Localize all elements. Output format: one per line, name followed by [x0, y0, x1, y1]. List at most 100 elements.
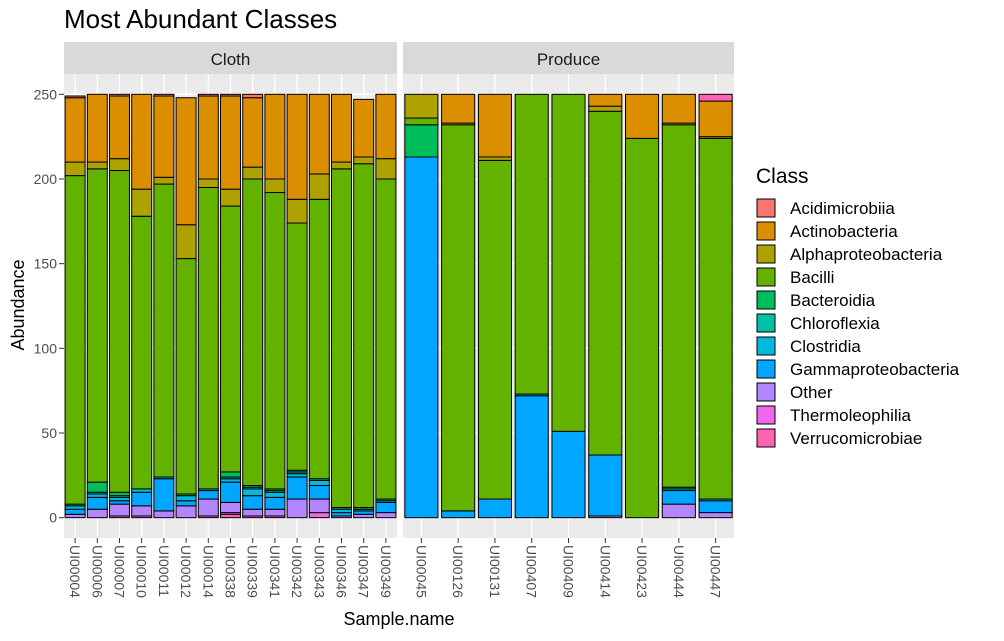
bar-segment-actinobacteria [698, 100, 733, 138]
bar-segment-clostridia [64, 505, 86, 510]
bar-segment-other [153, 510, 175, 519]
legend-key-chloroflexia [756, 313, 776, 333]
bar-segment-bacilli [375, 178, 397, 500]
bar-segment-gammaproteobacteria [375, 501, 397, 514]
bar-segment-bacilli [286, 222, 308, 471]
bar-segment-bacilli [242, 178, 264, 487]
bar-segment-alphaproteobacteria [64, 161, 86, 177]
legend-label: Acidimicrobiia [790, 199, 895, 218]
bar-segment-gammaproteobacteria [308, 485, 330, 500]
x-tick-label: UI00007 [112, 545, 128, 598]
bar-segment-gammaproteobacteria [404, 156, 439, 519]
x-tick-label: UI00343 [311, 545, 327, 598]
legend-key-verrucomicrobiae [756, 428, 776, 448]
bar-segment-alphaproteobacteria [404, 93, 439, 119]
bar-segment-alphaproteobacteria [286, 198, 308, 224]
bar-segment-bacilli [551, 93, 586, 432]
bar-segment-gammaproteobacteria [588, 454, 623, 517]
y-tick-label: 100 [34, 340, 58, 356]
legend-label: Other [790, 383, 833, 402]
bar-segment-actinobacteria [286, 93, 308, 200]
bar-segment-gammaproteobacteria [242, 495, 264, 510]
bar-segment-gammaproteobacteria [175, 500, 197, 507]
bar-segment-bacilli [441, 124, 476, 512]
bar-segment-other [264, 508, 286, 517]
bar-segment-bacilli [353, 163, 375, 509]
x-tick-label: UI00012 [178, 545, 194, 598]
bar-segment-other [131, 505, 153, 517]
bar-segment-gammaproteobacteria [264, 496, 286, 510]
bar-segment-bacilli [264, 192, 286, 490]
bar-segment-actinobacteria [477, 93, 512, 158]
x-tick-label: UI00341 [267, 545, 283, 598]
x-tick-label: UI00131 [487, 545, 503, 598]
bar-segment-bacilli [131, 215, 153, 490]
x-tick-label: UI00010 [134, 545, 150, 598]
y-axis-label: Abundance [8, 259, 28, 350]
bar-segment-bacilli [661, 124, 696, 488]
bar-segment-other [698, 512, 733, 519]
bar-segment-alphaproteobacteria [153, 176, 175, 185]
x-tick-label: UI00347 [356, 545, 372, 598]
bar-segment-other [175, 505, 197, 519]
bar-segment-other [109, 503, 130, 517]
bar-segment-alphaproteobacteria [109, 158, 130, 172]
bar-segment-actinobacteria [86, 93, 108, 163]
bar-segment-alphaproteobacteria [375, 158, 397, 180]
bar-segment-bacteroidia [86, 481, 108, 493]
bar-segment-bacteroidia [109, 491, 130, 497]
bar-segment-acidimicrobiia [197, 93, 219, 97]
bar-segment-clostridia [308, 479, 330, 487]
bar-segment-gammaproteobacteria [64, 508, 86, 515]
legend-key-bacteroidia [756, 290, 776, 310]
bar-segment-alphaproteobacteria [353, 156, 375, 165]
bar-segment-bacilli [404, 117, 439, 126]
bar-segment-actinobacteria [197, 95, 219, 180]
y-tick-label: 200 [34, 171, 58, 187]
bar-segment-verrucomicrobiae [698, 93, 733, 102]
facet-strip-label: Cloth [211, 50, 251, 69]
bar-segment-actinobacteria [331, 93, 352, 163]
bar-segment-gammaproteobacteria [109, 500, 130, 505]
bar-segment-acidimicrobiia [153, 93, 175, 97]
legend-label: Actinobacteria [790, 222, 898, 241]
bar-segment-alphaproteobacteria [242, 166, 264, 180]
bar-segment-gammaproteobacteria [477, 498, 512, 519]
bar-segment-gammaproteobacteria [220, 481, 241, 503]
x-tick-label: UI00414 [597, 545, 613, 598]
bar-segment-bacilli [175, 258, 197, 495]
bar-segment-clostridia [331, 508, 352, 514]
bar-segment-bacteroidia [220, 471, 241, 478]
x-tick-label: UI00346 [334, 545, 350, 598]
bar-segment-bacilli [588, 110, 623, 456]
bar-segment-actinobacteria [131, 93, 153, 190]
bar-segment-gammaproteobacteria [698, 500, 733, 514]
bar-segment-clostridia [242, 488, 264, 497]
bar-segment-bacilli [625, 137, 660, 519]
legend-key-acidimicrobiia [756, 198, 776, 218]
bar-segment-alphaproteobacteria [331, 161, 352, 170]
bar-segment-clostridia [109, 496, 130, 502]
bar-segment-alphaproteobacteria [308, 173, 330, 200]
legend-label: Bacteroidia [790, 291, 876, 310]
bar-segment-alphaproteobacteria [477, 156, 512, 161]
bar-segment-gammaproteobacteria [551, 430, 586, 519]
x-tick-label: UI00126 [450, 545, 466, 598]
bar-segment-acidimicrobiia [242, 93, 264, 99]
bar-segment-actinobacteria [264, 93, 286, 180]
bar-segment-clostridia [264, 491, 286, 498]
bar-segment-other [197, 498, 219, 517]
bar-segment-actinobacteria [109, 95, 130, 160]
bar-segment-bacilli [197, 186, 219, 490]
bar-segment-alphaproteobacteria [86, 161, 108, 170]
bar-segment-other [242, 508, 264, 517]
bar-segment-bacilli [698, 137, 733, 500]
bar-segment-gammaproteobacteria [514, 395, 549, 519]
legend-label: Clostridia [790, 337, 861, 356]
x-tick-label: UI00014 [200, 545, 216, 598]
facet-strip-label: Produce [537, 50, 600, 69]
y-tick-label: 250 [34, 86, 58, 102]
bar-segment-other [220, 501, 241, 514]
bar-segment-bacilli [64, 175, 86, 505]
